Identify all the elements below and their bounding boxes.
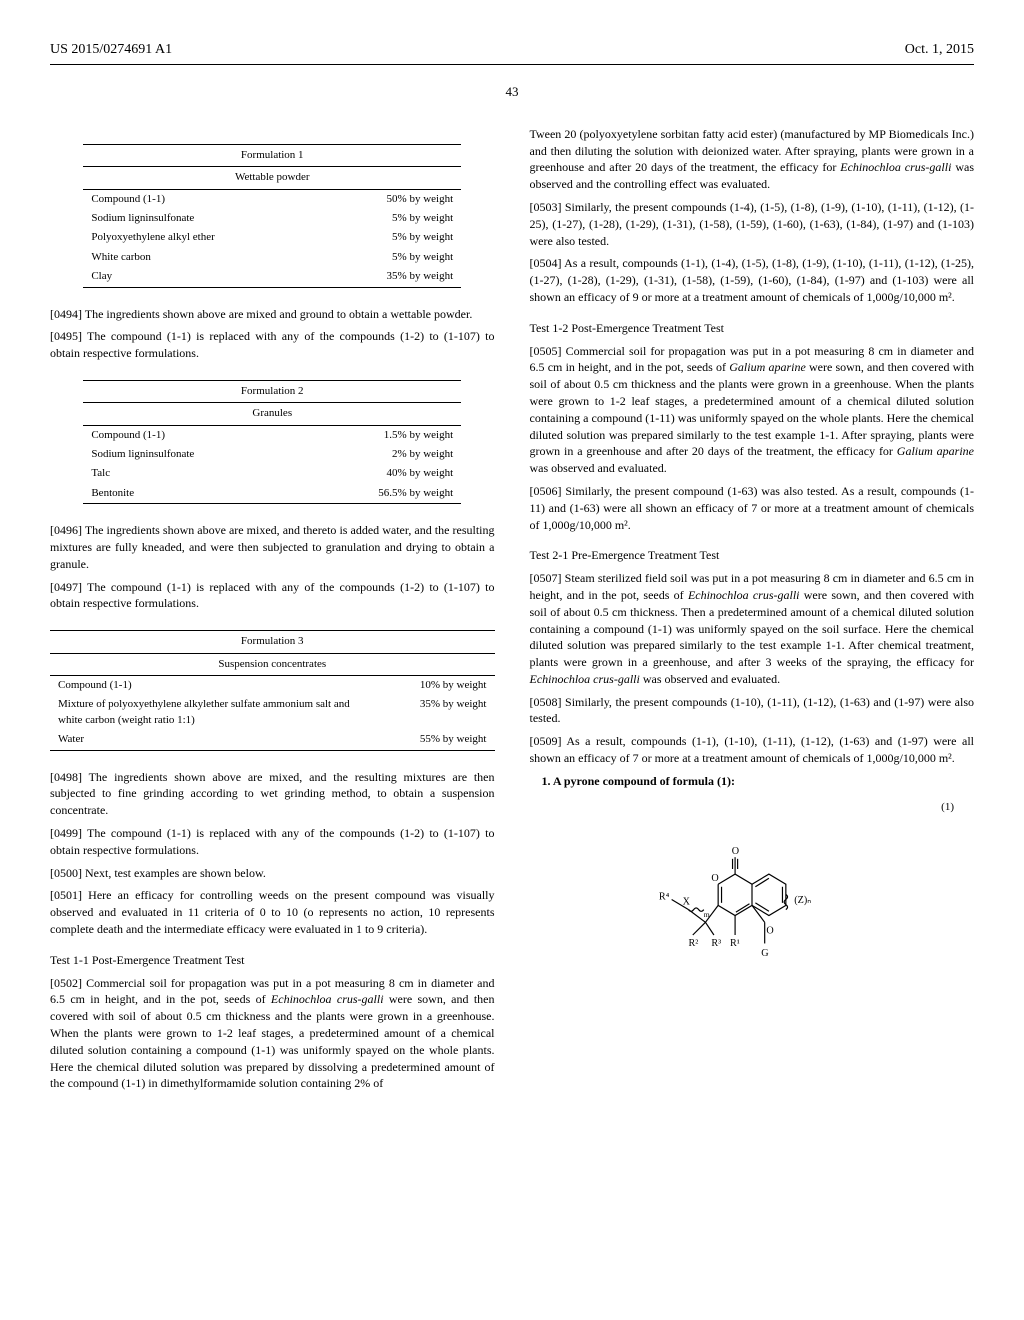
table-cell: 35% by weight bbox=[361, 695, 494, 730]
structure-O: O bbox=[766, 925, 773, 936]
table-cell: Bentonite bbox=[83, 484, 297, 504]
paragraph-0499: [0499] The compound (1-1) is replaced wi… bbox=[50, 825, 495, 859]
structure-Zn: (Z)ₙ bbox=[794, 895, 811, 906]
paragraph-0507: [0507] Steam sterilized field soil was p… bbox=[530, 570, 975, 688]
paragraph-0500: [0500] Next, test examples are shown bel… bbox=[50, 865, 495, 882]
table-cell: Water bbox=[50, 730, 361, 750]
table-cell: 56.5% by weight bbox=[298, 484, 462, 504]
paragraph-0498: [0498] The ingredients shown above are m… bbox=[50, 769, 495, 819]
patent-date: Oct. 1, 2015 bbox=[905, 40, 974, 60]
structure-G: G bbox=[761, 948, 768, 959]
paragraph-0494: [0494] The ingredients shown above are m… bbox=[50, 306, 495, 323]
table-cell: 40% by weight bbox=[298, 464, 462, 483]
structure-O: O bbox=[711, 873, 718, 884]
table-cell: Talc bbox=[83, 464, 297, 483]
test-1-2-heading: Test 1-2 Post-Emergence Treatment Test bbox=[530, 320, 975, 337]
formulation1-title1: Formulation 1 bbox=[83, 144, 461, 166]
table-cell: 35% by weight bbox=[321, 267, 462, 287]
paragraph-continued: Tween 20 (polyoxyetylene sorbitan fatty … bbox=[530, 126, 975, 193]
table-cell: 50% by weight bbox=[321, 189, 462, 209]
structure-R2: R² bbox=[688, 938, 698, 949]
test-1-1-heading: Test 1-1 Post-Emergence Treatment Test bbox=[50, 952, 495, 969]
formulation1-table: Formulation 1 Wettable powder Compound (… bbox=[83, 144, 461, 288]
paragraph-0509: [0509] As a result, compounds (1-1), (1-… bbox=[530, 733, 975, 767]
formulation3-title2: Suspension concentrates bbox=[50, 653, 495, 675]
structure-R3: R³ bbox=[711, 938, 721, 949]
formulation2-title2: Granules bbox=[83, 403, 461, 425]
structure-R4: R⁴ bbox=[659, 892, 670, 903]
formulation3-table: Formulation 3 Suspension concentrates Co… bbox=[50, 630, 495, 750]
paragraph-0508: [0508] Similarly, the present compounds … bbox=[530, 694, 975, 728]
table-cell: 5% by weight bbox=[321, 209, 462, 228]
formulation2-table: Formulation 2 Granules Compound (1-1)1.5… bbox=[83, 380, 461, 504]
paragraph-0495: [0495] The compound (1-1) is replaced wi… bbox=[50, 328, 495, 362]
table-cell: Sodium ligninsulfonate bbox=[83, 209, 320, 228]
paragraph-text: were sown, and then covered with soil of… bbox=[50, 992, 495, 1090]
table-cell: 10% by weight bbox=[361, 676, 494, 696]
formulation1-title2: Wettable powder bbox=[83, 167, 461, 189]
species-name: Echinochloa crus-galli bbox=[530, 672, 640, 686]
species-name: Galium aparine bbox=[729, 360, 806, 374]
structure-m: m bbox=[704, 910, 710, 919]
page-number: 43 bbox=[50, 83, 974, 101]
species-name: Echinochloa crus-galli bbox=[271, 992, 384, 1006]
table-cell: 5% by weight bbox=[321, 228, 462, 247]
formulation3-title1: Formulation 3 bbox=[50, 631, 495, 653]
paragraph-0502: [0502] Commercial soil for propagation w… bbox=[50, 975, 495, 1093]
structure-O: O bbox=[731, 846, 738, 857]
paragraph-0505: [0505] Commercial soil for propagation w… bbox=[530, 343, 975, 477]
table-cell: 5% by weight bbox=[321, 248, 462, 267]
paragraph-0501: [0501] Here an efficacy for controlling … bbox=[50, 887, 495, 937]
table-cell: Polyoxyethylene alkyl ether bbox=[83, 228, 320, 247]
structure-X: X bbox=[682, 897, 690, 908]
table-cell: White carbon bbox=[83, 248, 320, 267]
table-cell: Mixture of polyoxyethylene alkylether su… bbox=[50, 695, 361, 730]
right-column: Tween 20 (polyoxyetylene sorbitan fatty … bbox=[530, 126, 975, 1098]
test-2-1-heading: Test 2-1 Pre-Emergence Treatment Test bbox=[530, 547, 975, 564]
paragraph-0503: [0503] Similarly, the present compounds … bbox=[530, 199, 975, 249]
table-cell: Sodium ligninsulfonate bbox=[83, 445, 297, 464]
header-rule bbox=[50, 64, 974, 65]
paragraph-0504: [0504] As a result, compounds (1-1), (1-… bbox=[530, 255, 975, 305]
formulation2-title1: Formulation 2 bbox=[83, 380, 461, 402]
table-cell: Compound (1-1) bbox=[83, 189, 320, 209]
table-cell: 1.5% by weight bbox=[298, 425, 462, 445]
table-cell: Compound (1-1) bbox=[83, 425, 297, 445]
species-name: Galium aparine bbox=[897, 444, 974, 458]
patent-number: US 2015/0274691 A1 bbox=[50, 40, 172, 60]
species-name: Echinochloa crus-galli bbox=[688, 588, 800, 602]
table-cell: 55% by weight bbox=[361, 730, 494, 750]
formula-label: (1) bbox=[530, 800, 955, 815]
table-cell: Clay bbox=[83, 267, 320, 287]
species-name: Echinochloa crus-galli bbox=[840, 160, 951, 174]
left-column: Formulation 1 Wettable powder Compound (… bbox=[50, 126, 495, 1098]
structure-R1: R¹ bbox=[730, 938, 740, 949]
paragraph-0506: [0506] Similarly, the present compound (… bbox=[530, 483, 975, 533]
table-cell: Compound (1-1) bbox=[50, 676, 361, 696]
table-cell: 2% by weight bbox=[298, 445, 462, 464]
paragraph-text: was observed and evaluated. bbox=[530, 461, 667, 475]
paragraph-text: was observed and evaluated. bbox=[640, 672, 780, 686]
paragraph-0496: [0496] The ingredients shown above are m… bbox=[50, 522, 495, 572]
claim-1: 1. A pyrone compound of formula (1): bbox=[530, 773, 975, 790]
chemical-structure: O O O (Z)ₙ G R¹ R² R³ R⁴ X m bbox=[530, 825, 975, 991]
paragraph-0497: [0497] The compound (1-1) is replaced wi… bbox=[50, 579, 495, 613]
